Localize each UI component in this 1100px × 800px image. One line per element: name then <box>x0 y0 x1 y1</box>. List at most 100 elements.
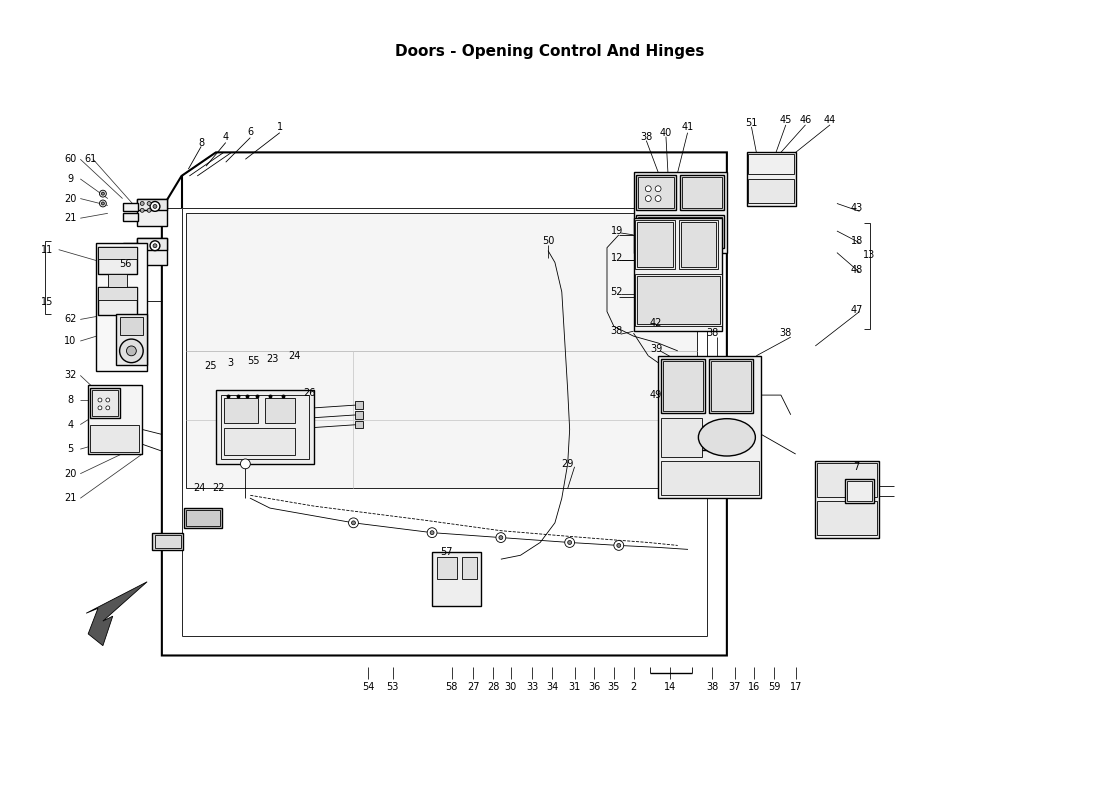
Text: 22: 22 <box>212 483 226 494</box>
Bar <box>223 398 258 422</box>
Circle shape <box>106 398 110 402</box>
Text: 46: 46 <box>800 115 812 125</box>
Circle shape <box>646 196 651 202</box>
Circle shape <box>656 186 661 192</box>
Circle shape <box>99 200 107 207</box>
Ellipse shape <box>698 418 756 456</box>
Bar <box>636 274 722 326</box>
Text: 24: 24 <box>192 483 206 494</box>
Text: 31: 31 <box>569 682 581 692</box>
Text: 3: 3 <box>228 358 233 368</box>
Text: 48: 48 <box>850 266 862 275</box>
Text: 9: 9 <box>67 174 74 184</box>
Circle shape <box>352 521 355 525</box>
Text: 38: 38 <box>780 328 792 338</box>
Text: 58: 58 <box>446 682 458 692</box>
Text: 26: 26 <box>304 388 316 398</box>
Bar <box>185 508 222 528</box>
Text: 13: 13 <box>864 250 876 259</box>
Bar <box>138 238 167 250</box>
Polygon shape <box>86 582 147 646</box>
Circle shape <box>126 346 136 356</box>
Bar <box>355 421 363 429</box>
Bar <box>845 478 875 503</box>
Circle shape <box>101 192 104 195</box>
Bar <box>748 154 794 174</box>
Bar <box>138 198 167 226</box>
Bar <box>223 427 295 455</box>
Circle shape <box>140 208 144 212</box>
Bar <box>817 502 877 534</box>
Circle shape <box>101 202 104 205</box>
Text: 38: 38 <box>640 132 652 142</box>
Text: 6: 6 <box>248 126 253 137</box>
Text: 28: 28 <box>487 682 499 692</box>
Bar <box>661 418 702 457</box>
Text: 20: 20 <box>64 194 77 203</box>
Bar <box>116 314 147 365</box>
Bar <box>108 274 128 287</box>
Text: 37: 37 <box>728 682 741 692</box>
Bar <box>90 388 120 418</box>
Text: 24: 24 <box>288 350 300 361</box>
Bar <box>122 253 139 261</box>
Circle shape <box>427 528 437 538</box>
Text: 50: 50 <box>542 236 554 246</box>
Text: 54: 54 <box>362 682 374 692</box>
Bar <box>634 172 727 253</box>
Bar <box>98 246 138 259</box>
Text: 25: 25 <box>205 361 217 370</box>
Text: 2: 2 <box>630 682 637 692</box>
Circle shape <box>499 536 503 539</box>
Text: 5: 5 <box>67 444 74 454</box>
Circle shape <box>99 190 107 197</box>
Text: 56: 56 <box>119 259 132 270</box>
Circle shape <box>98 406 102 410</box>
Text: 8: 8 <box>67 395 74 405</box>
Text: 38: 38 <box>706 682 718 692</box>
Bar <box>634 218 722 331</box>
Bar <box>638 218 722 246</box>
Text: 4: 4 <box>222 132 229 142</box>
Circle shape <box>147 208 151 212</box>
Bar <box>122 214 139 221</box>
Text: 7: 7 <box>854 462 860 472</box>
Circle shape <box>150 241 160 250</box>
Text: Doors - Opening Control And Hinges: Doors - Opening Control And Hinges <box>395 44 705 58</box>
Bar <box>637 175 675 210</box>
Bar <box>92 390 118 416</box>
Text: 34: 34 <box>546 682 558 692</box>
Bar <box>432 552 481 606</box>
Text: 30: 30 <box>505 682 517 692</box>
Bar <box>658 356 761 498</box>
Bar <box>90 425 140 452</box>
Text: 43: 43 <box>850 203 862 214</box>
Text: 42: 42 <box>650 318 662 328</box>
Text: 8: 8 <box>198 138 205 147</box>
Bar <box>152 533 184 550</box>
Bar <box>98 246 138 274</box>
Circle shape <box>568 541 572 545</box>
Bar <box>221 395 309 459</box>
Text: 41: 41 <box>681 122 694 132</box>
Circle shape <box>564 538 574 547</box>
Text: 60: 60 <box>64 154 77 164</box>
Text: 16: 16 <box>748 682 760 692</box>
Text: 39: 39 <box>650 344 662 354</box>
Text: 40: 40 <box>660 128 672 138</box>
Bar <box>638 177 674 208</box>
Text: 21: 21 <box>64 214 77 223</box>
Bar <box>98 287 138 314</box>
Text: 59: 59 <box>768 682 780 692</box>
Bar <box>682 177 722 208</box>
Bar <box>265 398 295 422</box>
Bar <box>748 179 794 203</box>
Text: 38: 38 <box>706 328 718 338</box>
Text: 18: 18 <box>850 236 862 246</box>
Circle shape <box>106 406 110 410</box>
Circle shape <box>614 541 624 550</box>
Text: 45: 45 <box>780 115 792 125</box>
Bar <box>663 361 703 411</box>
Text: 1: 1 <box>277 122 283 132</box>
Bar <box>701 426 728 450</box>
